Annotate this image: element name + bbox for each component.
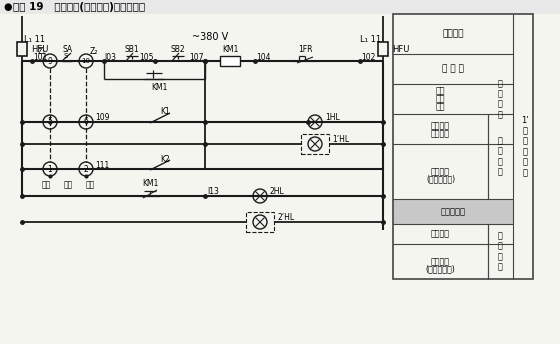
Bar	[246, 212, 274, 232]
Text: 10: 10	[82, 58, 91, 64]
Text: 105: 105	[139, 54, 154, 63]
Text: 图解 19   消防水泵(一主一备)控制回路图: 图解 19 消防水泵(一主一备)控制回路图	[13, 2, 145, 12]
Text: 起泵: 起泵	[436, 86, 445, 96]
Text: 102: 102	[361, 54, 375, 63]
Text: HFU: HFU	[31, 44, 48, 54]
Text: 自动: 自动	[41, 181, 50, 190]
Text: 104: 104	[256, 54, 270, 63]
Text: 自
动
控
制: 自 动 控 制	[498, 137, 503, 176]
Text: SA: SA	[63, 45, 73, 54]
Text: 遥控显示: 遥控显示	[431, 257, 450, 266]
Text: 熔 断 器: 熔 断 器	[442, 65, 464, 74]
Text: 107: 107	[189, 54, 204, 63]
Text: Z₂: Z₂	[90, 46, 99, 55]
Text: 手动: 手动	[63, 181, 73, 190]
Text: KM1: KM1	[142, 180, 158, 189]
Text: L₁ 11: L₁ 11	[360, 34, 381, 43]
Text: 自动起泵: 自动起泵	[431, 121, 450, 130]
Text: 1HL: 1HL	[325, 114, 340, 122]
Text: 1: 1	[48, 164, 53, 173]
Text: 停泵: 停泵	[436, 103, 445, 111]
Text: 控制电源: 控制电源	[442, 30, 464, 39]
Text: 停
泵
信
号: 停 泵 信 号	[498, 232, 503, 272]
Text: 就地显示: 就地显示	[431, 129, 450, 139]
Text: 6: 6	[83, 118, 88, 127]
Text: I03: I03	[104, 54, 116, 63]
Text: 2HL: 2HL	[270, 187, 284, 196]
Text: 5: 5	[48, 118, 53, 127]
Text: SB2: SB2	[171, 44, 185, 54]
Text: SB1: SB1	[125, 44, 139, 54]
Text: KM1: KM1	[151, 83, 167, 92]
Text: 1FR: 1FR	[298, 44, 312, 54]
Bar	[393, 199, 513, 224]
Text: Z₁: Z₁	[38, 46, 46, 55]
Text: I13: I13	[207, 186, 219, 195]
Text: 101: 101	[33, 54, 48, 63]
Text: 就地显示: 就地显示	[431, 229, 450, 238]
Text: KM1: KM1	[222, 44, 238, 54]
Text: 就地: 就地	[436, 95, 445, 104]
Text: (消防控制室): (消防控制室)	[426, 264, 455, 273]
Text: 2: 2	[83, 164, 88, 173]
Text: 遥控显示: 遥控显示	[431, 167, 450, 176]
Text: 1’HL: 1’HL	[332, 136, 349, 144]
Bar	[378, 42, 388, 56]
Text: 1’
消
防
泵
电
机: 1’ 消 防 泵 电 机	[521, 116, 529, 177]
Text: 9: 9	[48, 56, 53, 65]
Text: ~380 V: ~380 V	[192, 32, 228, 42]
Text: S: S	[64, 53, 68, 59]
Text: L₁ 11: L₁ 11	[24, 34, 45, 43]
Bar	[393, 14, 533, 279]
Text: K2: K2	[160, 154, 170, 163]
Text: 111: 111	[95, 161, 109, 170]
Bar	[17, 42, 27, 56]
Text: 自动: 自动	[85, 181, 95, 190]
Text: 2’HL: 2’HL	[277, 214, 294, 223]
Text: 备用泵自投: 备用泵自投	[441, 207, 465, 216]
Text: 109: 109	[95, 114, 110, 122]
Bar	[301, 134, 329, 154]
Text: ●: ●	[3, 2, 12, 12]
Text: HFU: HFU	[392, 44, 409, 54]
Text: 手
动
控
制: 手 动 控 制	[498, 79, 503, 119]
Text: K1: K1	[160, 107, 170, 117]
Bar	[0, 0, 560, 14]
Bar	[220, 56, 240, 66]
Text: (消防控制室): (消防控制室)	[426, 174, 455, 183]
